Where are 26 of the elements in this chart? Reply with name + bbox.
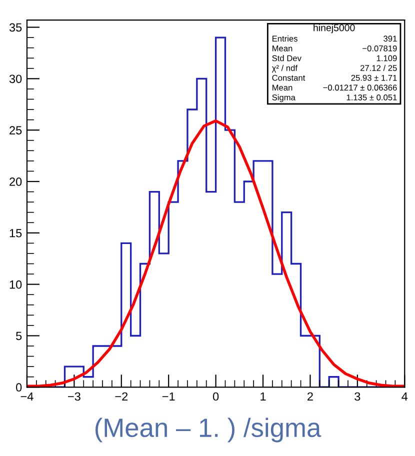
y-tick-label: 0	[16, 383, 22, 392]
text: Mean −0.01217 ± 0.06366	[272, 84, 397, 91]
y-tick-label: 20	[10, 178, 22, 186]
x-tick-label: 1	[260, 392, 266, 401]
x-tick-label: 4	[402, 392, 408, 401]
x-tick-label: −2	[115, 392, 128, 401]
x-tick-label: −3	[68, 392, 80, 401]
y-tick-label: 5	[16, 332, 22, 340]
x-tick-label: −1	[162, 392, 175, 401]
text: Std Dev 1.109	[272, 55, 397, 62]
text: Entries 391	[272, 35, 397, 42]
y-tick-label: 15	[10, 229, 22, 238]
x-tick-label: 3	[354, 392, 360, 401]
text: Constant 25.93 ± 1.71	[272, 74, 397, 81]
y-tick-label: 30	[9, 74, 22, 84]
x-axis-title: (Mean – 1. ) /sigma	[95, 418, 322, 442]
y-tick-label: 35	[9, 23, 22, 32]
x-tick-label: −4	[20, 392, 34, 401]
text: Sigma 1.135 ± 0.051	[272, 94, 397, 102]
x-tick-label: 2	[308, 392, 313, 401]
annotation: hinej5000	[314, 24, 355, 34]
text: Mean −0.07819	[272, 45, 397, 52]
y-tick-label: 25	[10, 126, 22, 134]
y-tick-label: 10	[10, 280, 22, 289]
text: χ² / ndf 27.12 / 25	[272, 64, 397, 73]
x-tick-label: 0	[212, 392, 219, 401]
